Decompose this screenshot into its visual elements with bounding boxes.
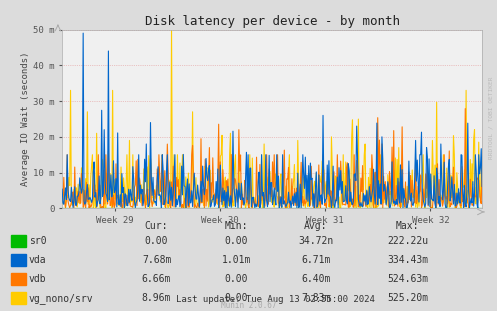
- Text: vda: vda: [29, 255, 46, 265]
- Text: Min:: Min:: [224, 221, 248, 231]
- Text: sr0: sr0: [29, 236, 46, 246]
- Text: 7.83m: 7.83m: [301, 293, 331, 303]
- Bar: [11, 254, 26, 266]
- Text: 0.00: 0.00: [224, 236, 248, 246]
- Text: 524.63m: 524.63m: [387, 274, 428, 284]
- Bar: [11, 292, 26, 304]
- Text: Cur:: Cur:: [145, 221, 168, 231]
- Text: 0.00: 0.00: [224, 293, 248, 303]
- Text: 34.72n: 34.72n: [298, 236, 333, 246]
- Text: vdb: vdb: [29, 274, 46, 284]
- Text: 6.40m: 6.40m: [301, 274, 331, 284]
- Text: Last update: Tue Aug 13 02:55:00 2024: Last update: Tue Aug 13 02:55:00 2024: [176, 295, 375, 304]
- Text: 6.71m: 6.71m: [301, 255, 331, 265]
- Bar: [11, 273, 26, 285]
- Text: Avg:: Avg:: [304, 221, 328, 231]
- Text: 1.01m: 1.01m: [221, 255, 251, 265]
- Text: 8.96m: 8.96m: [142, 293, 171, 303]
- Text: 334.43m: 334.43m: [387, 255, 428, 265]
- Title: Disk latency per device - by month: Disk latency per device - by month: [145, 15, 400, 28]
- Text: 6.66m: 6.66m: [142, 274, 171, 284]
- Text: RRDTOOL / TOBI OETIKER: RRDTOOL / TOBI OETIKER: [489, 77, 494, 160]
- Text: Munin 2.0.67: Munin 2.0.67: [221, 301, 276, 310]
- Y-axis label: Average IO Wait (seconds): Average IO Wait (seconds): [21, 52, 30, 186]
- Text: Max:: Max:: [396, 221, 419, 231]
- Bar: [11, 235, 26, 247]
- Text: 0.00: 0.00: [224, 274, 248, 284]
- Text: 7.68m: 7.68m: [142, 255, 171, 265]
- Text: 222.22u: 222.22u: [387, 236, 428, 246]
- Text: vg_nono/srv: vg_nono/srv: [29, 293, 93, 304]
- Text: 0.00: 0.00: [145, 236, 168, 246]
- Text: 525.20m: 525.20m: [387, 293, 428, 303]
